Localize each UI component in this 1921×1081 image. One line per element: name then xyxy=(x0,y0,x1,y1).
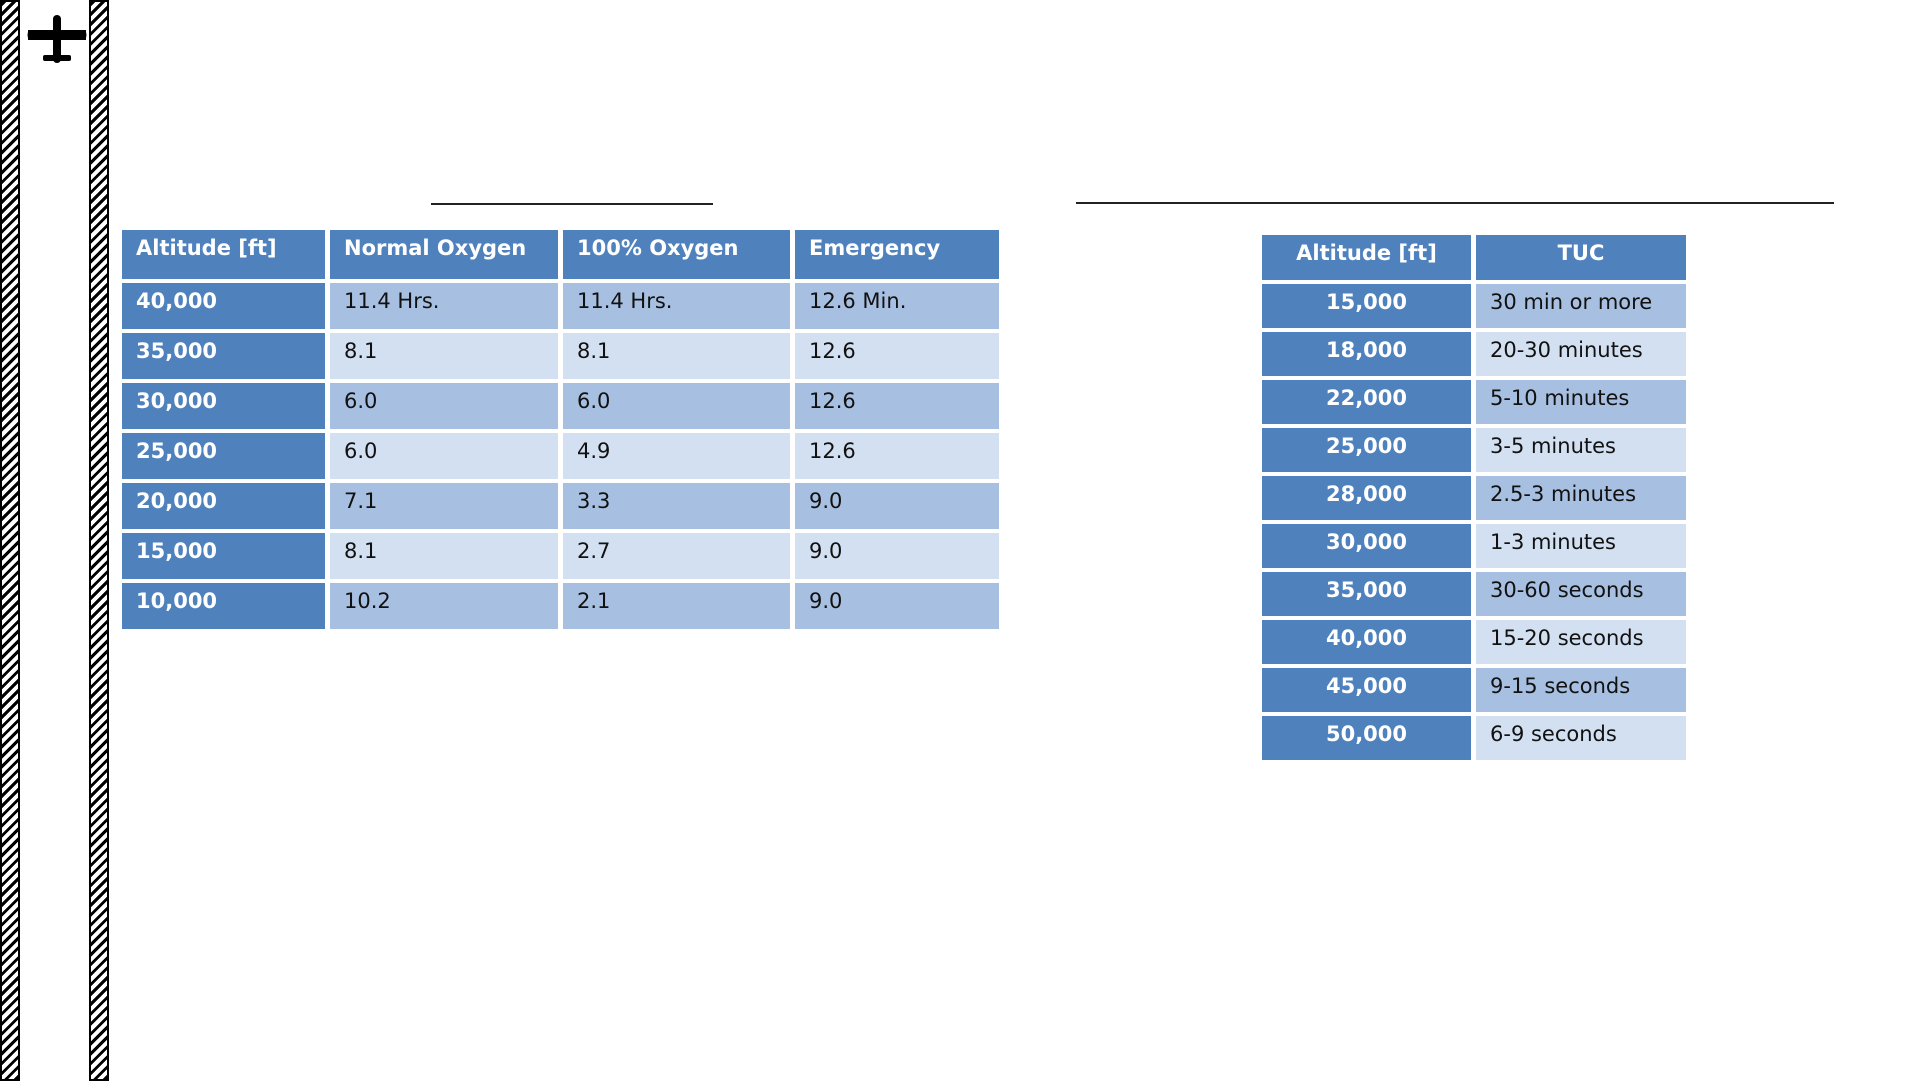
header-cell: Emergency xyxy=(795,230,999,279)
table-cell: 20-30 minutes xyxy=(1476,332,1686,376)
altitude-cell: 35,000 xyxy=(1262,572,1471,616)
left-title-underline xyxy=(431,203,713,205)
table-cell: 9-15 seconds xyxy=(1476,668,1686,712)
time-of-useful-consciousness-table: Altitude [ft] TUC 15,000 30 min or more … xyxy=(1262,235,1686,760)
altitude-cell: 30,000 xyxy=(122,383,325,429)
altitude-cell: 35,000 xyxy=(122,333,325,379)
altitude-cell: 10,000 xyxy=(122,583,325,629)
table-cell: 2.7 xyxy=(563,533,790,579)
table-cell: 6-9 seconds xyxy=(1476,716,1686,760)
table-cell: 8.1 xyxy=(563,333,790,379)
altitude-cell: 15,000 xyxy=(1262,284,1471,328)
table-cell: 10.2 xyxy=(330,583,558,629)
table-cell: 6.0 xyxy=(330,383,558,429)
table-cell: 9.0 xyxy=(795,533,999,579)
altitude-cell: 20,000 xyxy=(122,483,325,529)
altitude-cell: 22,000 xyxy=(1262,380,1471,424)
left-hatched-rail xyxy=(0,0,20,1081)
table-cell: 2.1 xyxy=(563,583,790,629)
altitude-cell: 30,000 xyxy=(1262,524,1471,568)
table-cell: 7.1 xyxy=(330,483,558,529)
header-cell: Altitude [ft] xyxy=(1262,235,1471,280)
table-cell: 11.4 Hrs. xyxy=(563,283,790,329)
table-cell: 9.0 xyxy=(795,483,999,529)
header-cell: Normal Oxygen xyxy=(330,230,558,279)
table-cell: 4.9 xyxy=(563,433,790,479)
table-cell: 15-20 seconds xyxy=(1476,620,1686,664)
table-cell: 2.5-3 minutes xyxy=(1476,476,1686,520)
right-title-underline xyxy=(1076,202,1834,204)
altitude-cell: 50,000 xyxy=(1262,716,1471,760)
airplane-icon xyxy=(27,15,87,63)
table-cell: 3-5 minutes xyxy=(1476,428,1686,472)
table-cell: 6.0 xyxy=(563,383,790,429)
table-cell: 1-3 minutes xyxy=(1476,524,1686,568)
header-cell: 100% Oxygen xyxy=(563,230,790,279)
altitude-cell: 28,000 xyxy=(1262,476,1471,520)
altitude-cell: 18,000 xyxy=(1262,332,1471,376)
table-cell: 30 min or more xyxy=(1476,284,1686,328)
altitude-cell: 25,000 xyxy=(122,433,325,479)
altitude-cell: 40,000 xyxy=(1262,620,1471,664)
table-cell: 30-60 seconds xyxy=(1476,572,1686,616)
table-cell: 12.6 xyxy=(795,333,999,379)
altitude-cell: 25,000 xyxy=(1262,428,1471,472)
altitude-cell: 15,000 xyxy=(122,533,325,579)
table-cell: 3.3 xyxy=(563,483,790,529)
table-cell: 11.4 Hrs. xyxy=(330,283,558,329)
table-cell: 12.6 xyxy=(795,383,999,429)
table-cell: 8.1 xyxy=(330,333,558,379)
oxygen-duration-table: Altitude [ft] Normal Oxygen 100% Oxygen … xyxy=(122,230,999,629)
table-cell: 8.1 xyxy=(330,533,558,579)
header-cell: TUC xyxy=(1476,235,1686,280)
altitude-cell: 45,000 xyxy=(1262,668,1471,712)
header-cell: Altitude [ft] xyxy=(122,230,325,279)
table-cell: 9.0 xyxy=(795,583,999,629)
table-cell: 5-10 minutes xyxy=(1476,380,1686,424)
table-cell: 12.6 xyxy=(795,433,999,479)
table-cell: 6.0 xyxy=(330,433,558,479)
altitude-cell: 40,000 xyxy=(122,283,325,329)
right-hatched-rail xyxy=(89,0,109,1081)
table-cell: 12.6 Min. xyxy=(795,283,999,329)
